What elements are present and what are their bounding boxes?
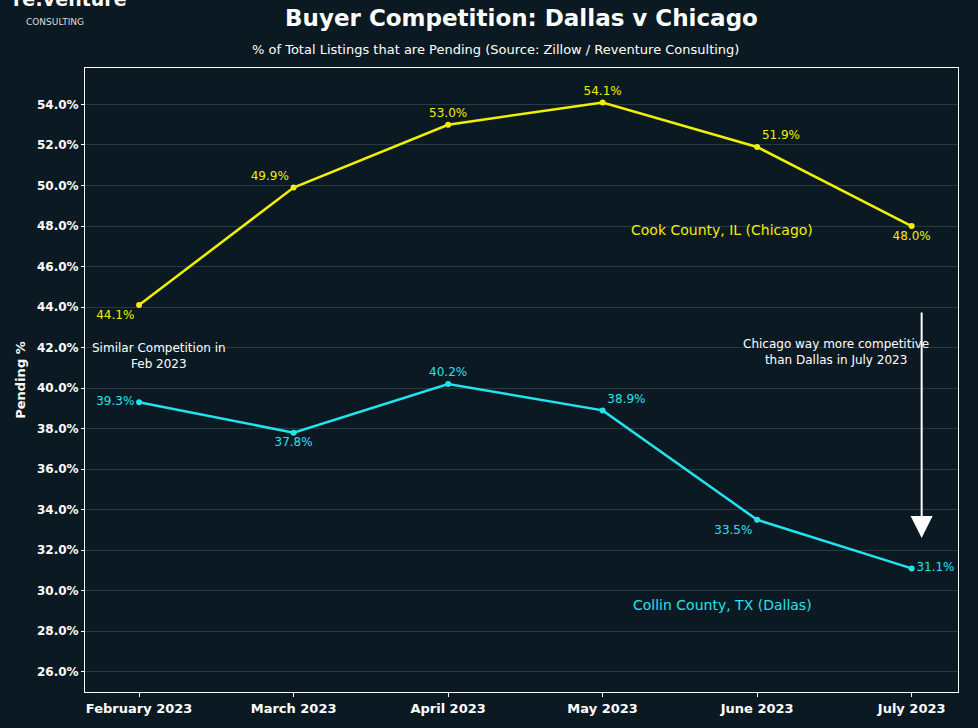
svg-text:February 2023: February 2023 <box>86 701 193 716</box>
svg-text:30.0%: 30.0% <box>37 584 79 598</box>
svg-text:Pending %: Pending % <box>13 341 28 418</box>
svg-text:37.8%: 37.8% <box>275 435 313 449</box>
svg-text:re:venture: re:venture <box>13 0 127 10</box>
svg-text:38.9%: 38.9% <box>607 392 645 406</box>
svg-text:54.1%: 54.1% <box>584 84 622 98</box>
svg-text:51.9%: 51.9% <box>762 128 800 142</box>
svg-text:49.9%: 49.9% <box>251 169 289 183</box>
svg-text:36.0%: 36.0% <box>37 462 79 476</box>
svg-text:Collin County, TX (Dallas): Collin County, TX (Dallas) <box>633 597 812 613</box>
svg-text:42.0%: 42.0% <box>37 341 79 355</box>
svg-text:44.1%: 44.1% <box>96 308 134 322</box>
svg-text:54.0%: 54.0% <box>37 98 79 112</box>
svg-text:34.0%: 34.0% <box>37 503 79 517</box>
svg-text:Similar Competition inFeb 2023: Similar Competition inFeb 2023 <box>92 341 226 371</box>
svg-text:40.0%: 40.0% <box>37 381 79 395</box>
svg-text:Buyer Competition: Dallas v Ch: Buyer Competition: Dallas v Chicago <box>285 5 758 31</box>
svg-text:53.0%: 53.0% <box>429 106 467 120</box>
svg-text:33.5%: 33.5% <box>714 523 752 537</box>
svg-text:48.0%: 48.0% <box>37 219 79 233</box>
svg-text:26.0%: 26.0% <box>37 665 79 679</box>
svg-text:52.0%: 52.0% <box>37 138 79 152</box>
svg-text:39.3%: 39.3% <box>96 394 134 408</box>
svg-text:May 2023: May 2023 <box>567 701 638 716</box>
svg-text:50.0%: 50.0% <box>37 179 79 193</box>
svg-text:July 2023: July 2023 <box>877 701 946 716</box>
svg-text:44.0%: 44.0% <box>37 300 79 314</box>
svg-text:28.0%: 28.0% <box>37 624 79 638</box>
svg-text:June 2023: June 2023 <box>720 701 794 716</box>
svg-text:32.0%: 32.0% <box>37 543 79 557</box>
svg-text:48.0%: 48.0% <box>893 229 931 243</box>
svg-text:CONSULTING: CONSULTING <box>26 17 84 27</box>
svg-text:46.0%: 46.0% <box>37 260 79 274</box>
svg-text:March 2023: March 2023 <box>251 701 337 716</box>
svg-text:40.2%: 40.2% <box>429 365 467 379</box>
svg-text:38.0%: 38.0% <box>37 422 79 436</box>
svg-text:Chicago way more competitiveth: Chicago way more competitivethan Dallas … <box>743 337 929 367</box>
svg-text:% of Total Listings that are P: % of Total Listings that are Pending (So… <box>252 42 739 57</box>
svg-text:31.1%: 31.1% <box>916 560 954 574</box>
svg-text:Cook County, IL (Chicago): Cook County, IL (Chicago) <box>631 222 813 238</box>
svg-text:April 2023: April 2023 <box>410 701 485 716</box>
